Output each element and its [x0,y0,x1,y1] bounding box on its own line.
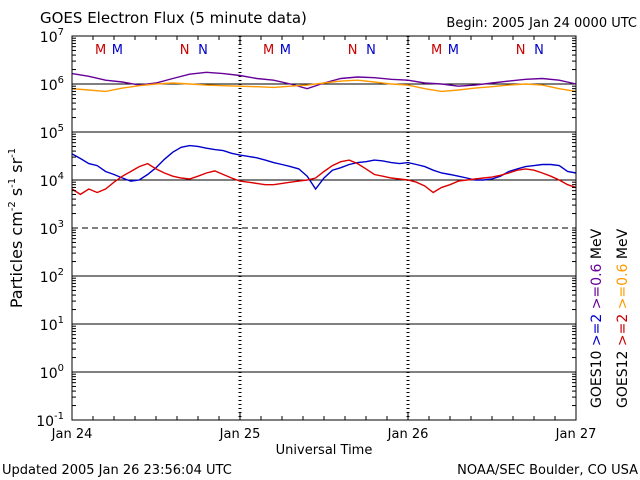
mn-marker: M [95,43,106,58]
y-tick-label: 105 [40,123,64,142]
mn-marker: N [366,43,376,58]
mn-marker: N [348,43,358,58]
mn-marker: N [198,43,208,58]
x-tick-label: Jan 26 [387,427,429,442]
y-tick-label: 103 [40,219,64,238]
y-axis-label: Particles cm-2 s-1 sr-1 [7,148,26,308]
mn-marker: N [534,43,544,58]
mn-marker: M [112,43,123,58]
grid-layer [72,36,576,420]
tick-layer [71,36,577,420]
footer-credit: NOAA/SEC Boulder, CO USA [457,463,638,478]
legend-column: GOES10 >=2 >=0.6 MeV [589,228,605,408]
mn-marker: N [180,43,190,58]
begin-label: Begin: 2005 Jan 24 0000 UTC [446,16,637,31]
y-tick-label: 101 [40,315,64,334]
legend: GOES10 >=2 >=0.6 MeV GOES12 >=2 >=0.6 MeV [589,228,631,408]
y-tick-label: 106 [40,75,64,94]
mn-marker: M [263,43,274,58]
mn-marker: M [280,43,291,58]
series-layer [71,71,577,196]
mn-marker: N [516,43,526,58]
footer-updated: Updated 2005 Jan 26 23:56:04 UTC [2,463,232,478]
y-tick-label: 10-1 [36,411,64,430]
x-tick-label: Jan 27 [555,427,597,442]
label-layer: GOES Electron Flux (5 minute data) Begin… [2,9,638,478]
mn-marker: M [448,43,459,58]
x-tick-label: Jan 24 [51,427,93,442]
y-tick-label: 104 [40,171,64,190]
series-line [71,79,577,93]
y-tick-label: 100 [40,363,64,382]
mn-marker: M [431,43,442,58]
legend-column: GOES12 >=2 >=0.6 MeV [615,228,631,408]
x-axis-label: Universal Time [276,443,373,458]
series-line [71,144,577,191]
y-tick-label: 107 [40,27,64,46]
y-tick-label: 102 [40,267,64,286]
series-line [71,159,577,196]
chart-title: GOES Electron Flux (5 minute data) [40,9,307,27]
x-tick-label: Jan 25 [219,427,261,442]
